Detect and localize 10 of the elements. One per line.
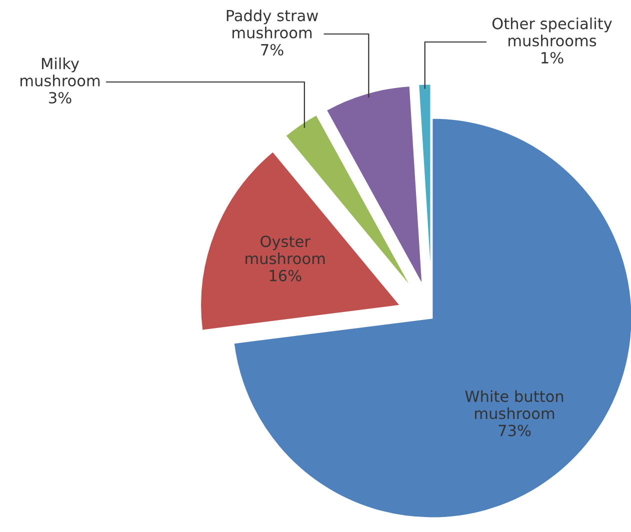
data-label: 3% — [49, 92, 72, 104]
data-label: 16% — [270, 270, 302, 282]
slice-label: Oyster mushroom — [246, 236, 325, 264]
slice-label: Paddy straw mushroom — [226, 10, 318, 38]
data-label: 1% — [542, 52, 564, 64]
data-label: 7% — [261, 44, 284, 56]
slice-label: Other speciality mushrooms — [492, 18, 612, 46]
slice-label: Milky mushroom — [20, 58, 100, 86]
slice-label: White button mushroom — [465, 390, 564, 420]
data-label: 73% — [498, 424, 531, 436]
